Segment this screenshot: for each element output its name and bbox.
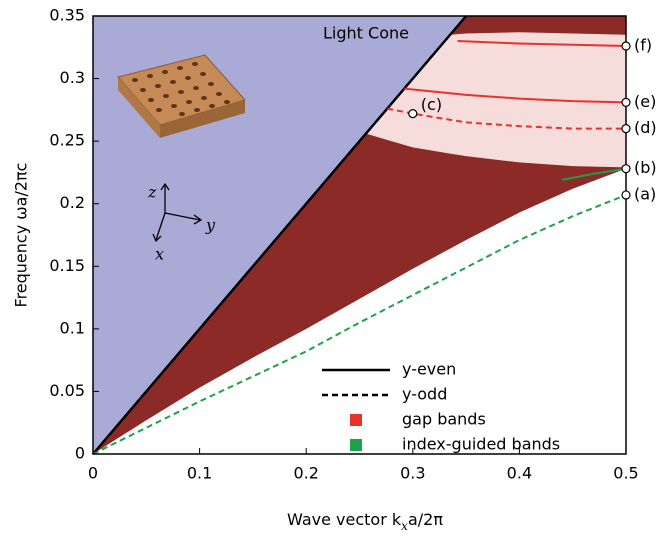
x-label-part: x	[401, 519, 408, 533]
mode-label: (e)	[634, 92, 656, 111]
mode-label: (b)	[634, 158, 657, 177]
light-cone-label: Light Cone	[323, 24, 409, 43]
legend-label: gap bands	[402, 410, 486, 429]
y-axis-label: Frequency ωa/2πc	[12, 163, 31, 308]
mode-label: (a)	[634, 184, 656, 203]
inset-axes	[152, 182, 203, 243]
slab-front	[160, 100, 245, 138]
mode-marker	[621, 97, 631, 107]
mode-marker	[621, 124, 631, 134]
x-label-part: a/2π	[408, 510, 443, 529]
legend-label: y-odd	[402, 385, 447, 404]
y-tick-label: 0.05	[49, 381, 85, 400]
y-tick-label: 0	[75, 444, 85, 463]
mode-marker	[621, 190, 631, 200]
x-tick-label: 0.4	[507, 464, 532, 483]
mode-marker	[621, 41, 631, 51]
mode-label: (c)	[421, 95, 442, 114]
x-tick-label: 0.1	[187, 464, 212, 483]
band-region	[365, 32, 626, 168]
legend-swatch	[350, 414, 362, 426]
y-tick-label: 0.3	[60, 68, 85, 87]
x-tick-label: 0.3	[400, 464, 425, 483]
mode-marker	[408, 109, 418, 119]
y-tick-label: 0.35	[49, 6, 85, 25]
band-line	[404, 87, 627, 104]
y-tick-label: 0.2	[60, 193, 85, 212]
mode-marker	[621, 164, 631, 174]
x-tick-label: 0.5	[613, 464, 638, 483]
x-tick-label: 0	[88, 464, 98, 483]
band-line	[92, 15, 468, 455]
slab-side	[118, 77, 160, 138]
mode-label: (f)	[634, 36, 652, 55]
band-line	[457, 40, 627, 48]
legend-swatch	[350, 439, 362, 451]
y-tick-label: 0.15	[49, 256, 85, 275]
x-label-part: Wave vector k	[287, 510, 402, 529]
y-tick-label: 0.25	[49, 131, 85, 150]
inset-axis-label: x	[155, 245, 164, 264]
x-axis-label: Wave vector kxa/2π	[287, 510, 443, 533]
legend-label: index-guided bands	[402, 435, 560, 454]
y-tick-label: 0.1	[60, 318, 85, 337]
inset-axis-label: z	[147, 183, 157, 202]
x-tick-label: 0.2	[293, 464, 318, 483]
legend-label: y-even	[402, 360, 456, 379]
holes	[132, 62, 230, 116]
mode-label: (d)	[634, 118, 657, 137]
plot-frame	[92, 15, 627, 455]
inset-slab: z y x	[117, 54, 246, 264]
inset-axis-label: y	[205, 216, 216, 235]
band-line	[561, 167, 627, 181]
